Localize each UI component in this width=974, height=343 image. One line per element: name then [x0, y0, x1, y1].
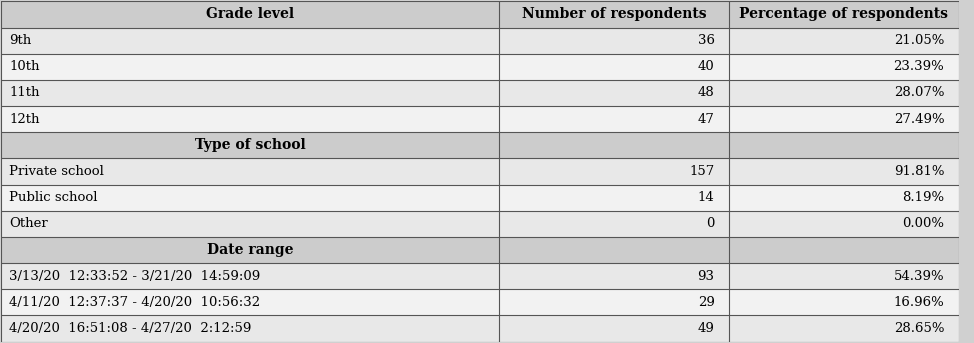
Text: Public school: Public school	[9, 191, 97, 204]
Text: Other: Other	[9, 217, 48, 230]
Bar	[1, 80, 958, 106]
Bar	[1, 158, 958, 185]
Text: 4/11/20  12:37:37 - 4/20/20  10:56:32: 4/11/20 12:37:37 - 4/20/20 10:56:32	[9, 296, 260, 309]
Bar	[1, 1, 958, 27]
Bar	[1, 54, 958, 80]
Bar	[1, 211, 958, 237]
Bar	[1, 289, 958, 316]
Text: Percentage of respondents: Percentage of respondents	[739, 8, 949, 22]
Text: 48: 48	[697, 86, 715, 99]
Text: 21.05%: 21.05%	[894, 34, 945, 47]
Text: 91.81%: 91.81%	[894, 165, 945, 178]
Text: 14: 14	[697, 191, 715, 204]
Text: 36: 36	[697, 34, 715, 47]
Text: 23.39%: 23.39%	[893, 60, 945, 73]
Bar	[1, 106, 958, 132]
Text: 0: 0	[706, 217, 715, 230]
Text: 28.07%: 28.07%	[894, 86, 945, 99]
Text: 8.19%: 8.19%	[902, 191, 945, 204]
Text: 4/20/20  16:51:08 - 4/27/20  2:12:59: 4/20/20 16:51:08 - 4/27/20 2:12:59	[9, 322, 251, 335]
Text: 47: 47	[697, 113, 715, 126]
Text: 12th: 12th	[9, 113, 40, 126]
Text: 3/13/20  12:33:52 - 3/21/20  14:59:09: 3/13/20 12:33:52 - 3/21/20 14:59:09	[9, 270, 260, 283]
Bar	[1, 263, 958, 289]
Bar	[1, 237, 958, 263]
Text: 40: 40	[697, 60, 715, 73]
Text: 11th: 11th	[9, 86, 40, 99]
Bar	[1, 132, 958, 158]
Text: 27.49%: 27.49%	[894, 113, 945, 126]
Text: 28.65%: 28.65%	[894, 322, 945, 335]
Text: 29: 29	[697, 296, 715, 309]
Text: Private school: Private school	[9, 165, 104, 178]
Text: 0.00%: 0.00%	[902, 217, 945, 230]
Text: Date range: Date range	[207, 243, 293, 257]
Text: Grade level: Grade level	[206, 8, 294, 22]
Text: 10th: 10th	[9, 60, 40, 73]
Bar	[1, 185, 958, 211]
Bar	[1, 316, 958, 342]
Text: 16.96%: 16.96%	[893, 296, 945, 309]
Text: 93: 93	[697, 270, 715, 283]
Text: 9th: 9th	[9, 34, 31, 47]
Text: 49: 49	[697, 322, 715, 335]
Text: 157: 157	[690, 165, 715, 178]
Bar	[1, 27, 958, 54]
Text: Number of respondents: Number of respondents	[522, 8, 706, 22]
Text: 54.39%: 54.39%	[894, 270, 945, 283]
Text: Type of school: Type of school	[195, 138, 306, 152]
